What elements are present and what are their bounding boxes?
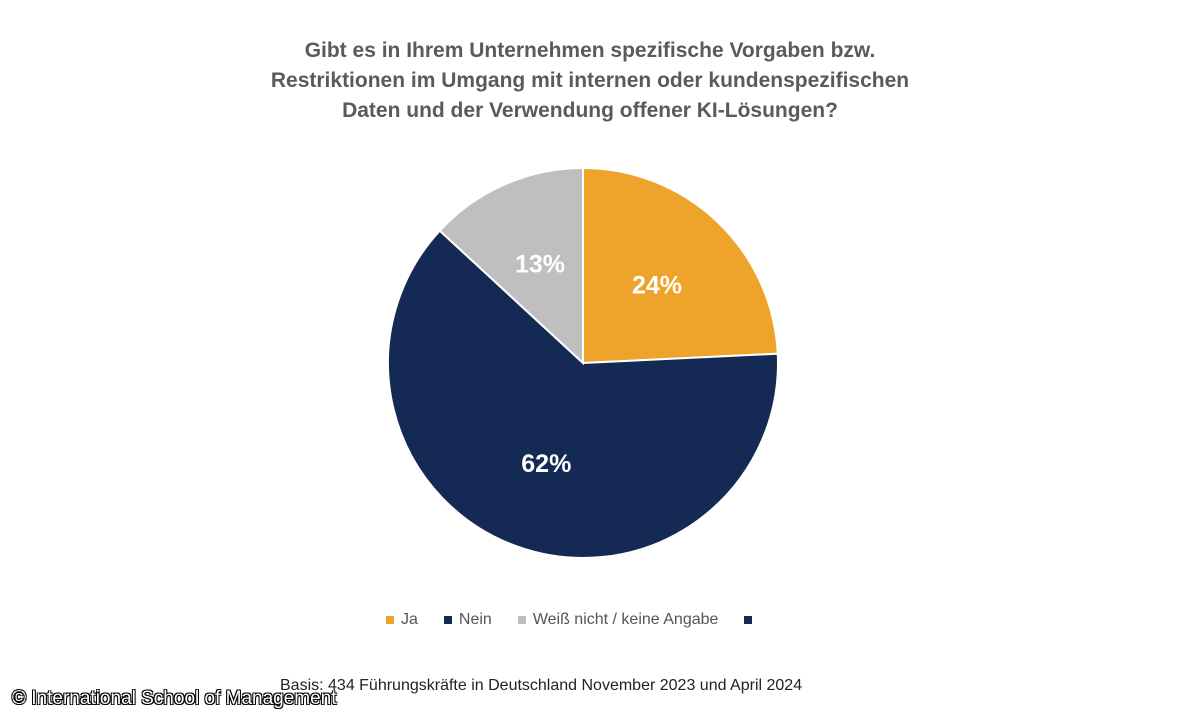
legend-label-nein: Nein <box>458 611 492 628</box>
chart-title-line-2: Restriktionen im Umgang mit internen ode… <box>270 69 910 92</box>
pie-slice-label-2: 62% <box>521 450 571 478</box>
chart-title-line-3: Daten und der Verwendung offener KI-Lösu… <box>342 99 838 122</box>
legend-label-weiss-nicht: Weiß nicht / keine Angabe <box>532 611 719 628</box>
copyright-watermark: © International School of Management <box>12 688 337 709</box>
pie-slice-label-1: 24% <box>632 271 682 299</box>
legend-label-ja: Ja <box>401 611 418 628</box>
legend-item-ja: Ja <box>386 611 418 629</box>
pie-slice-nein <box>387 229 779 559</box>
legend-swatch-nein <box>443 616 452 624</box>
legend-item-extra <box>744 616 759 624</box>
pie-labels: 24% 62% 13% <box>515 251 682 478</box>
pie-slices <box>387 166 779 559</box>
legend-swatch-weiss-nicht <box>517 616 526 624</box>
basis-note: Basis: 434 Führungskräfte in Deutschland… <box>280 677 803 694</box>
legend-item-nein: Nein <box>443 611 492 629</box>
legend-swatch-ja <box>386 616 394 624</box>
chart-title-line-1: Gibt es in Ihrem Unternehmen spezifische… <box>304 39 876 62</box>
legend-item-weiss-nicht: Weiß nicht / keine Angabe <box>517 611 719 629</box>
pie-slice-ja <box>582 166 779 365</box>
pie-slice-weiß-nicht-keine-angabe <box>438 166 584 366</box>
legend-swatch-extra <box>744 616 753 624</box>
chart-title: Gibt es in Ihrem Unternehmen spezifische… <box>200 36 980 126</box>
pie-slice-label-3: 13% <box>515 251 565 279</box>
chart-legend: Ja Nein Weiß nicht / keine Angabe <box>386 609 759 631</box>
